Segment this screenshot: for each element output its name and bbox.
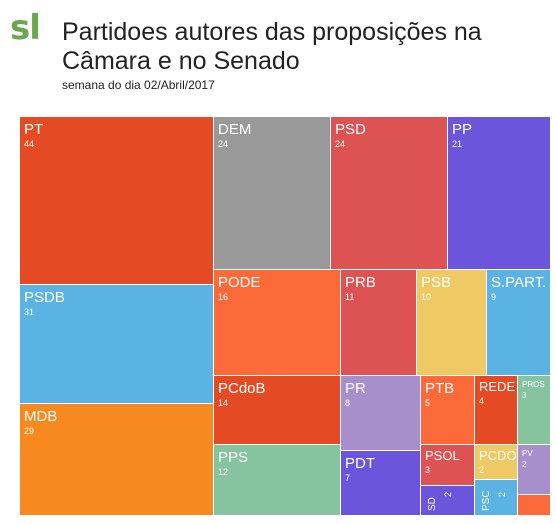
tile-label-pp: PP	[452, 121, 472, 138]
tile-value-sd: 2	[443, 492, 453, 497]
tile-other	[518, 495, 550, 515]
tile-rect-pros	[518, 376, 550, 444]
tile-rect-psol	[421, 445, 474, 485]
tile-value-pcdob: 14	[218, 398, 228, 408]
tile-pv: PV 2	[518, 445, 550, 494]
tile-value-pp: 21	[452, 139, 462, 149]
tile-label-pdt: PDT	[345, 455, 375, 472]
tile-s-part-: S.PART.9	[487, 270, 550, 375]
tile-rect-psb	[417, 270, 486, 375]
tile-rect-pcdob	[214, 376, 340, 444]
tile-label-pcdob: PCDOB	[479, 448, 525, 463]
tile-label-sd: SD	[427, 497, 438, 511]
tile-value-pps: 12	[218, 467, 228, 477]
tile-rect-prb	[341, 270, 416, 375]
tile-label-psol: PSOL	[425, 448, 460, 463]
tile-label-pcdob: PCdoB	[218, 380, 266, 397]
tile-label-psdb: PSDB	[24, 289, 65, 306]
tile-label-rede: REDE	[479, 379, 515, 394]
tile-value-psd: 24	[335, 139, 345, 149]
chart-title: Partidoes autores das proposições na Câm…	[62, 18, 482, 75]
tile-value-pode: 16	[218, 292, 228, 302]
tile-rect-ptb	[421, 376, 474, 444]
tile-rect-pv	[518, 445, 550, 494]
tile-value-pros: 3	[522, 391, 527, 400]
chart-subtitle: semana do dia 02/Abril/2017	[62, 78, 215, 92]
tile-label-pt: PT	[24, 121, 43, 138]
tile-rect-psc	[475, 480, 517, 515]
tile-label-prb: PRB	[345, 274, 376, 291]
tile-value-psol: 3	[425, 465, 430, 475]
tile-value-pv: 2	[522, 460, 527, 469]
tile-label-pv: PV	[522, 449, 533, 458]
tile-rect-pode	[214, 270, 340, 375]
tile-value-ptb: 5	[425, 398, 430, 408]
tile-value-prb: 11	[345, 292, 354, 302]
tile-label-psc: PSC	[481, 490, 492, 511]
tile-rect-psd	[331, 117, 447, 269]
tile-rect-mdb	[20, 404, 213, 515]
tile-label-pps: PPS	[218, 449, 248, 466]
tile-label-dem: DEM	[218, 121, 251, 138]
tile-label-psd: PSD	[335, 121, 366, 138]
tile-sd: SD 2	[421, 486, 474, 515]
tile-label-pros: PROS	[522, 380, 545, 389]
tile-label-s-part-: S.PART.	[491, 274, 546, 291]
tile-rect-pdt	[341, 451, 420, 515]
tile-pr: PR8	[341, 376, 420, 450]
tile-rect-rede	[475, 376, 517, 444]
logo: sl	[10, 8, 41, 48]
tile-label-ptb: PTB	[425, 380, 454, 397]
tile-rede: REDE 4	[475, 376, 517, 444]
tile-pros: PROS 3	[518, 376, 550, 444]
tile-value-pcdob: 2	[479, 465, 484, 475]
tile-value-psc: 2	[497, 492, 507, 497]
tile-value-pt: 44	[24, 139, 34, 149]
tile-rect-psdb	[20, 285, 213, 403]
tile-value-psb: 10	[421, 292, 431, 302]
tile-label-pr: PR	[345, 380, 366, 397]
tile-rect-pr	[341, 376, 420, 450]
tile-rect-s-part-	[487, 270, 550, 375]
tile-rect-pcdob	[475, 445, 517, 479]
tile-value-mdb: 29	[24, 426, 34, 436]
tile-label-mdb: MDB	[24, 408, 57, 425]
tile-value-pr: 8	[345, 398, 350, 408]
tile-rect-sd	[421, 486, 474, 515]
tile-value-psdb: 31	[24, 307, 34, 317]
tile-value-dem: 24	[218, 139, 228, 149]
tile-psol: PSOL 3	[421, 445, 474, 485]
tile-rect-other	[518, 495, 550, 515]
tile-psc: PSC 2	[475, 480, 517, 515]
tile-label-pode: PODE	[218, 274, 261, 291]
tile-value-s-part-: 9	[491, 292, 496, 302]
tile-value-pdt: 7	[345, 473, 350, 483]
tile-rect-pp	[448, 117, 550, 269]
tile-rect-pt	[20, 117, 213, 284]
tile-label-psb: PSB	[421, 274, 451, 291]
tile-rect-dem	[214, 117, 330, 269]
tile-rect-pps	[214, 445, 340, 515]
tile-value-rede: 4	[479, 396, 484, 406]
